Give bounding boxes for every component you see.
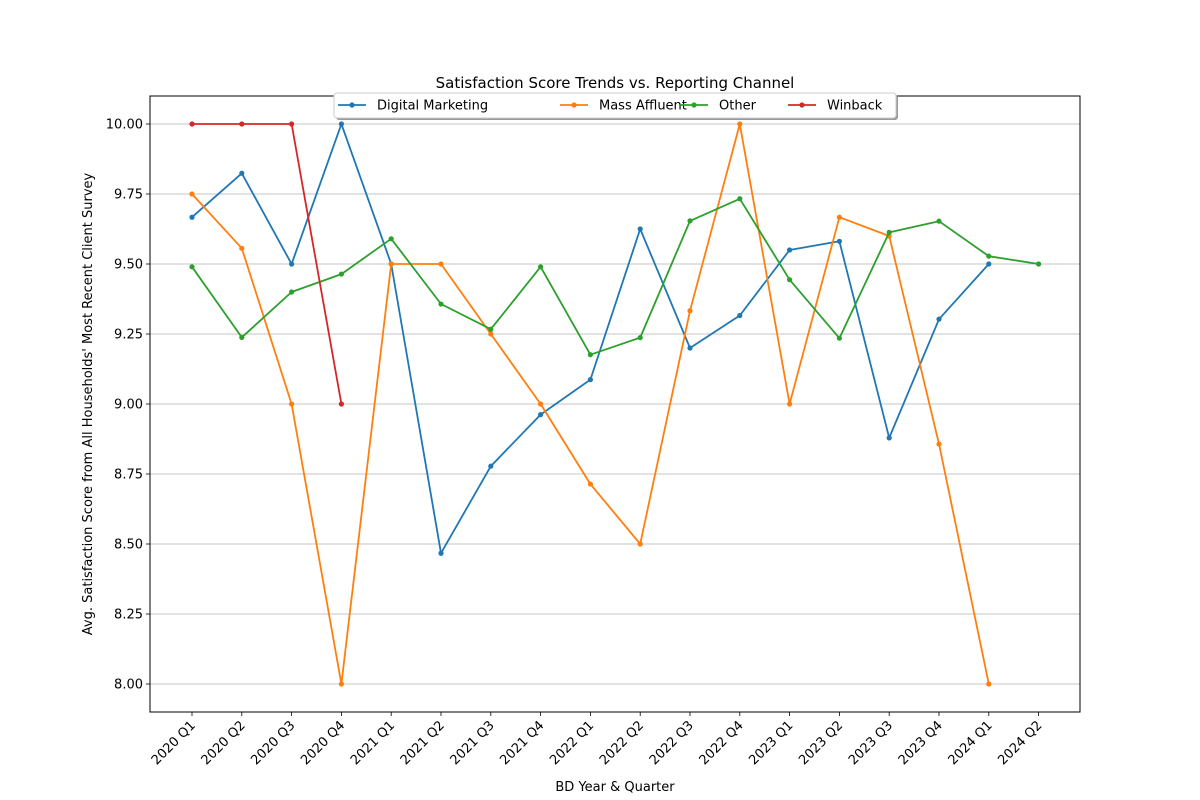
data-point-mass-affluent — [289, 401, 295, 407]
data-point-other — [438, 301, 444, 307]
data-point-digital-marketing — [587, 377, 594, 383]
data-point-other — [488, 326, 494, 332]
data-point-other — [986, 253, 992, 259]
data-point-mass-affluent — [388, 261, 394, 267]
data-point-winback — [189, 121, 195, 127]
legend-marker-other — [691, 102, 697, 108]
data-point-digital-marketing — [488, 463, 494, 469]
data-point-mass-affluent — [986, 681, 992, 687]
y-tick-label: 10.00 — [106, 118, 143, 133]
data-point-winback — [289, 121, 295, 127]
data-point-digital-marketing — [737, 312, 743, 319]
data-point-mass-affluent — [438, 261, 444, 267]
data-point-other — [737, 196, 743, 202]
y-tick-label: 9.25 — [114, 328, 143, 343]
series-winback — [189, 121, 344, 407]
data-point-other — [886, 229, 892, 235]
legend-label-winback: Winback — [827, 99, 883, 114]
data-point-digital-marketing — [637, 226, 643, 232]
data-point-mass-affluent — [787, 401, 793, 407]
legend-marker-mass-affluent — [571, 102, 577, 108]
y-tick-label: 8.25 — [114, 608, 143, 623]
y-tick-label: 8.50 — [114, 538, 143, 553]
legend: Digital Marketing Mass Affluent Other Winba… — [333, 92, 898, 120]
data-point-winback — [239, 121, 245, 127]
data-point-digital-marketing — [438, 550, 444, 556]
chart-title: Satisfaction Score Trends vs. Reporting … — [436, 74, 795, 92]
data-point-other — [1036, 261, 1042, 267]
data-point-digital-marketing — [986, 261, 992, 267]
data-point-other — [338, 271, 344, 277]
legend-label-mass-affluent: Mass Affluent — [599, 99, 687, 114]
y-tick-label: 9.75 — [114, 188, 143, 203]
data-point-digital-marketing — [787, 247, 793, 253]
series-mass-affluent — [189, 121, 992, 687]
data-point-other — [836, 335, 843, 341]
data-point-digital-marketing — [836, 238, 843, 244]
data-point-mass-affluent — [637, 541, 643, 547]
data-point-mass-affluent — [189, 191, 195, 197]
legend-marker-digital-marketing — [349, 102, 355, 108]
y-axis-label: Avg. Satisfaction Score from All Househo… — [81, 172, 96, 635]
data-point-mass-affluent — [587, 481, 594, 487]
data-point-digital-marketing — [338, 121, 344, 127]
data-point-digital-marketing — [687, 345, 693, 351]
legend-box — [333, 92, 897, 119]
data-point-other — [936, 218, 942, 224]
y-tick-label: 9.50 — [114, 258, 143, 273]
legend-label-digital-marketing: Digital Marketing — [377, 99, 488, 114]
data-point-other — [637, 335, 643, 341]
data-point-other — [239, 334, 245, 340]
data-point-other — [189, 264, 195, 270]
data-point-other — [687, 218, 693, 224]
data-point-mass-affluent — [239, 245, 245, 251]
data-point-mass-affluent — [836, 214, 843, 220]
legend-label-other: Other — [719, 99, 757, 114]
data-point-digital-marketing — [239, 170, 245, 176]
data-point-digital-marketing — [886, 435, 892, 441]
y-tick-label: 8.00 — [114, 678, 143, 693]
series-lines — [189, 121, 1042, 687]
data-point-digital-marketing — [538, 412, 544, 418]
series-line-winback — [192, 123, 343, 405]
data-point-mass-affluent — [338, 681, 344, 687]
data-point-other — [289, 289, 295, 295]
data-point-mass-affluent — [488, 331, 494, 337]
series-digital-marketing — [189, 121, 992, 556]
data-point-other — [787, 277, 793, 283]
data-point-mass-affluent — [538, 401, 544, 407]
data-point-other — [538, 264, 544, 270]
data-point-digital-marketing — [936, 316, 942, 322]
y-tick-label: 9.00 — [114, 398, 143, 413]
data-point-other — [388, 236, 394, 242]
x-axis-label: BD Year & Quarter — [555, 780, 675, 795]
data-point-winback — [338, 401, 344, 407]
series-other — [189, 196, 1042, 358]
data-point-mass-affluent — [737, 121, 743, 127]
y-tick-label: 8.75 — [114, 468, 143, 483]
data-point-mass-affluent — [936, 441, 942, 447]
gridlines — [150, 123, 1080, 685]
data-point-mass-affluent — [687, 308, 693, 314]
legend-marker-winback — [799, 102, 805, 108]
data-point-digital-marketing — [189, 214, 195, 220]
series-line-other — [191, 197, 1039, 356]
data-point-other — [587, 352, 594, 358]
data-point-digital-marketing — [289, 261, 295, 267]
